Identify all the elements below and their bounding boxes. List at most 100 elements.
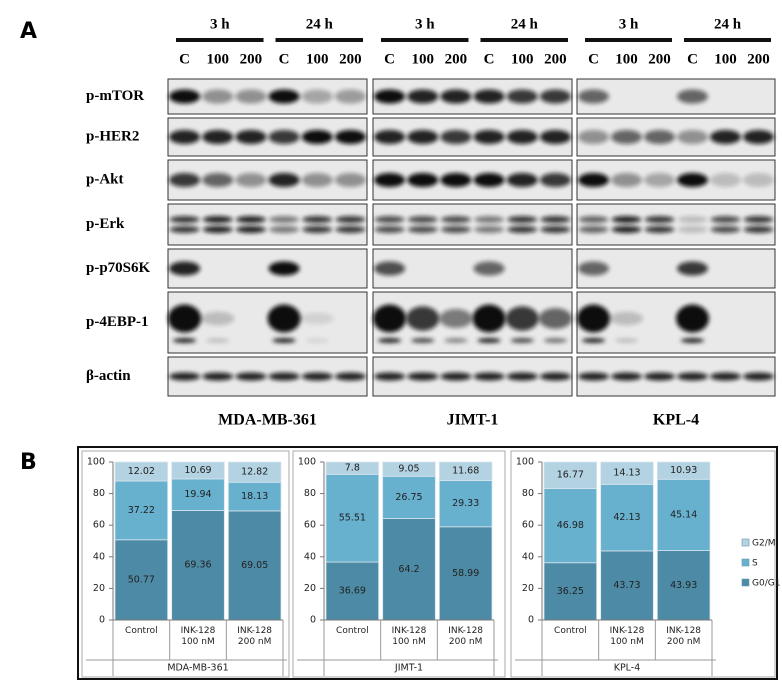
blot xyxy=(167,356,368,397)
band xyxy=(373,304,407,343)
band xyxy=(407,89,439,104)
time-bar xyxy=(480,38,568,42)
band xyxy=(373,372,406,381)
band xyxy=(301,173,333,187)
time-bar xyxy=(684,38,771,42)
bar-segment xyxy=(382,461,436,477)
band xyxy=(302,216,333,223)
band xyxy=(709,372,742,381)
y-tick-label: 100 xyxy=(87,457,105,468)
band xyxy=(643,173,676,187)
protein-label: p-Erk xyxy=(86,216,125,232)
band xyxy=(709,130,742,144)
band xyxy=(440,372,472,381)
time-label: 24 h xyxy=(511,16,539,32)
band xyxy=(577,173,610,187)
band xyxy=(235,216,266,233)
band xyxy=(168,372,201,381)
time-label: 3 h xyxy=(619,16,639,32)
band xyxy=(235,173,267,187)
band xyxy=(373,261,406,276)
band xyxy=(169,216,200,223)
legend-swatch xyxy=(741,558,750,567)
band xyxy=(676,372,709,381)
band xyxy=(169,226,200,233)
cell-line-label: JIMT-1 xyxy=(447,412,499,429)
band xyxy=(643,130,676,144)
band xyxy=(440,89,472,104)
band xyxy=(577,304,610,333)
bar-segment xyxy=(325,461,380,475)
time-bar xyxy=(585,38,672,42)
bar-segment xyxy=(114,539,169,621)
band xyxy=(301,173,333,187)
band xyxy=(473,173,505,187)
band xyxy=(539,89,572,104)
data-label: 36.69 xyxy=(339,586,366,597)
band xyxy=(505,306,539,343)
band xyxy=(201,311,235,326)
data-label: 58.99 xyxy=(452,568,479,579)
band xyxy=(440,130,472,144)
band xyxy=(269,226,300,233)
blot xyxy=(576,248,776,289)
band xyxy=(440,173,472,187)
band xyxy=(577,130,610,144)
band xyxy=(168,372,201,381)
band xyxy=(610,311,643,326)
y-tick-label: 0 xyxy=(99,615,105,626)
band xyxy=(710,226,741,233)
band xyxy=(202,130,234,144)
band xyxy=(377,338,402,343)
blot xyxy=(576,203,776,246)
bar-segment xyxy=(600,461,654,485)
data-label: 14.13 xyxy=(613,468,640,479)
band xyxy=(440,216,471,233)
band xyxy=(168,304,202,343)
band xyxy=(334,372,367,381)
band xyxy=(168,130,201,144)
band xyxy=(301,130,333,144)
lane-label: C xyxy=(588,51,599,67)
blot xyxy=(576,78,776,115)
band xyxy=(202,89,234,104)
band xyxy=(373,261,406,276)
blot xyxy=(167,159,368,201)
band xyxy=(578,226,609,233)
band xyxy=(440,372,472,381)
band xyxy=(578,216,609,223)
band xyxy=(742,130,775,144)
band xyxy=(477,338,501,343)
x-tick-label: Control xyxy=(554,626,587,636)
band xyxy=(267,304,301,333)
band xyxy=(301,372,333,381)
bar-segment xyxy=(227,481,282,512)
blot xyxy=(167,248,368,289)
band xyxy=(407,226,438,233)
data-label: 43.93 xyxy=(670,580,697,591)
band xyxy=(543,338,568,343)
bar-segment xyxy=(114,480,169,541)
band xyxy=(676,130,709,144)
band xyxy=(611,216,642,223)
bar-segment xyxy=(600,483,654,552)
band xyxy=(301,89,333,104)
band xyxy=(235,372,267,381)
band xyxy=(440,130,472,144)
band xyxy=(610,173,643,187)
band xyxy=(302,226,333,233)
band xyxy=(539,130,572,144)
band xyxy=(610,173,643,187)
band xyxy=(334,89,367,104)
band xyxy=(538,308,573,343)
band xyxy=(710,216,741,233)
data-label: 29.33 xyxy=(452,498,479,509)
data-label: 50.77 xyxy=(128,574,155,585)
band xyxy=(473,372,505,381)
band xyxy=(269,216,300,223)
data-label: 37.22 xyxy=(128,505,155,516)
band xyxy=(202,216,233,223)
bar-segment xyxy=(227,461,282,483)
band xyxy=(506,372,538,381)
